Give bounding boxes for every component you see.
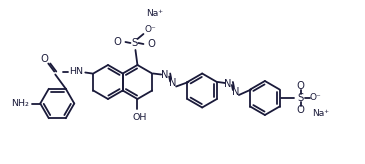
Text: N: N	[169, 79, 177, 89]
Text: O: O	[114, 37, 122, 47]
Text: O⁻: O⁻	[310, 93, 322, 102]
Text: O: O	[40, 53, 48, 63]
Text: O: O	[297, 105, 305, 115]
Text: S: S	[297, 93, 304, 103]
Text: Na⁺: Na⁺	[312, 109, 329, 117]
Text: O: O	[147, 39, 155, 49]
Text: O: O	[297, 81, 305, 91]
Text: NH₂: NH₂	[11, 99, 29, 108]
Text: OH: OH	[132, 113, 147, 122]
Text: Na⁺: Na⁺	[146, 9, 163, 18]
Text: O⁻: O⁻	[145, 25, 156, 34]
Text: S: S	[131, 38, 138, 48]
Text: HN: HN	[69, 67, 83, 76]
Text: N: N	[224, 79, 231, 89]
Text: N: N	[232, 87, 239, 97]
Text: N: N	[161, 71, 169, 81]
